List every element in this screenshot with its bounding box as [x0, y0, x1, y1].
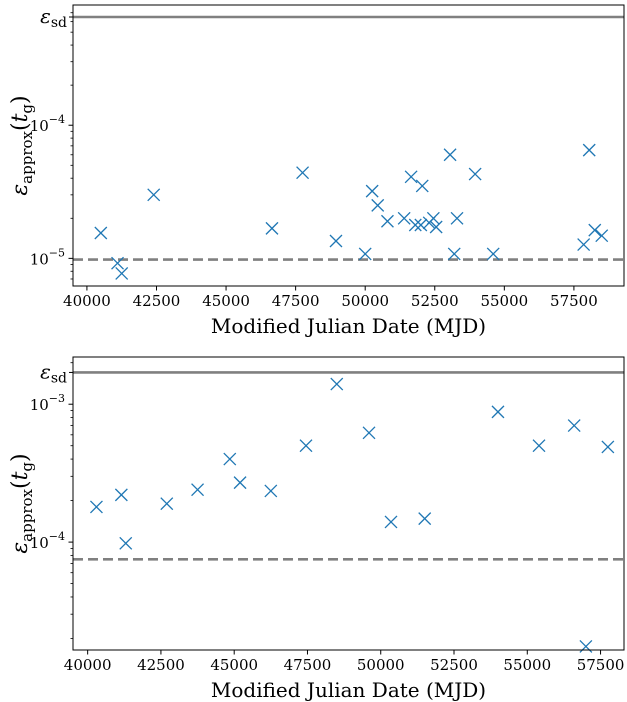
- x-tick-label: 40000: [63, 292, 111, 310]
- x-axis-label: Modified Julian Date (MJD): [211, 678, 486, 702]
- x-tick-label: 55000: [503, 656, 551, 674]
- data-point: [371, 198, 385, 212]
- y-tick-label: 10−3: [30, 392, 65, 414]
- data-point: [443, 148, 457, 162]
- x-tick-label: 47500: [272, 292, 320, 310]
- data-point: [532, 439, 546, 453]
- data-point: [94, 226, 108, 240]
- data-point: [358, 247, 372, 261]
- data-point: [223, 452, 237, 466]
- y-axis-label: εapprox(tg): [8, 453, 36, 553]
- data-point: [491, 405, 505, 419]
- data-point: [384, 515, 398, 529]
- x-tick-label: 42500: [133, 292, 181, 310]
- data-point: [115, 267, 129, 280]
- x-tick-label: 50000: [341, 292, 389, 310]
- x-tick-label: 42500: [137, 656, 185, 674]
- data-point: [486, 247, 500, 261]
- x-tick-label: 52500: [411, 292, 459, 310]
- plot-frame: [72, 4, 625, 287]
- x-tick-label: 50000: [357, 656, 405, 674]
- x-axis-label: Modified Julian Date (MJD): [211, 314, 486, 338]
- x-tick-label: 57500: [577, 656, 625, 674]
- data-point: [404, 170, 418, 184]
- data-point: [415, 179, 429, 193]
- data-point: [426, 211, 440, 225]
- data-point: [380, 214, 394, 228]
- y-tick-label: 10−5: [30, 246, 65, 268]
- data-point: [299, 439, 313, 453]
- data-point: [89, 500, 103, 514]
- data-point: [579, 640, 593, 653]
- data-point: [114, 488, 128, 502]
- plot-frame: [72, 356, 625, 651]
- x-tick-label: 47500: [284, 656, 332, 674]
- panel-2: εsd 10−4 10−3 40000 42500 45000 47500 50000 5250…: [8, 356, 625, 702]
- data-point: [429, 220, 443, 234]
- data-point: [450, 211, 464, 225]
- x-tick-label: 45000: [202, 292, 250, 310]
- y-tick-label: 10−4: [30, 530, 65, 552]
- data-point: [588, 223, 602, 237]
- data-point: [296, 166, 310, 180]
- y-tick-label: 10−4: [30, 113, 65, 135]
- data-point: [147, 188, 161, 202]
- x-tick-label: 52500: [430, 656, 478, 674]
- panel-1: εsd 10−5 10−4 40000 42500 45000 47500 50000 5250…: [8, 4, 625, 338]
- data-point: [408, 218, 422, 232]
- data-point: [567, 419, 581, 433]
- data-point: [329, 234, 343, 248]
- reference-label-sd: εsd: [40, 359, 67, 386]
- data-point: [582, 143, 596, 157]
- data-point: [264, 484, 278, 498]
- data-point: [468, 167, 482, 181]
- data-point: [414, 218, 428, 232]
- data-point: [119, 536, 133, 550]
- x-tick-label: 40000: [64, 656, 112, 674]
- data-point: [111, 256, 124, 270]
- data-point: [265, 221, 279, 235]
- data-point: [595, 229, 609, 243]
- data-point: [577, 238, 591, 252]
- data-point: [160, 497, 174, 511]
- x-tick-label: 57500: [550, 292, 598, 310]
- reference-label-sd: εsd: [40, 4, 67, 31]
- data-point: [365, 184, 379, 198]
- x-tick-label: 45000: [210, 656, 258, 674]
- data-point: [330, 377, 344, 391]
- data-point: [233, 476, 247, 490]
- data-point: [418, 512, 432, 526]
- data-point: [447, 247, 461, 261]
- data-point: [362, 426, 376, 440]
- y-axis-label: εapprox(tg): [8, 95, 36, 195]
- data-point: [397, 211, 411, 225]
- x-tick-label: 55000: [480, 292, 528, 310]
- data-point: [601, 440, 615, 454]
- data-point: [191, 483, 205, 497]
